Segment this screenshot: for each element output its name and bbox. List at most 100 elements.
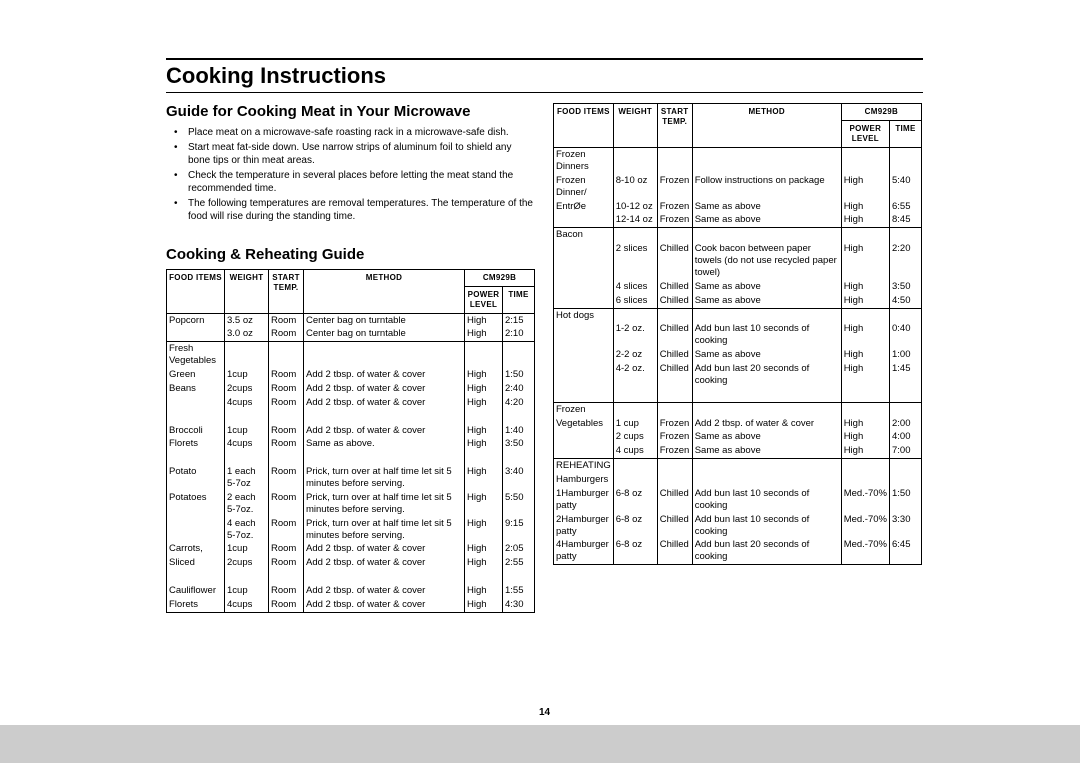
guide-bullet: Check the temperature in several places … [174,169,535,196]
cell-weight: 4-2 oz. [613,362,657,388]
table-row: Beans2cupsRoomAdd 2 tbsp. of water & cov… [167,382,535,396]
cell-temp: Room [269,598,304,612]
cell-power: High [841,348,889,362]
cell-temp: Room [269,327,304,341]
table-row [167,570,535,584]
table-row: 1-2 oz.ChilledAdd bun last 10 seconds of… [554,322,922,348]
cell-method [692,308,841,322]
cell-temp: Chilled [657,348,692,362]
cell-method: Same as above [692,294,841,308]
cell-power [841,228,889,242]
table-row: Fresh Vegetables [167,342,535,368]
cell-weight [613,308,657,322]
cell-time: 1:55 [503,584,535,598]
cell-food: 4Hamburger patty [554,538,614,564]
cell-weight: 12-14 oz [613,213,657,227]
table-row: Potato1 each 5-7ozRoomPrick, turn over a… [167,465,535,491]
cell-power: High [841,294,889,308]
table-row: 2-2 ozChilledSame as aboveHigh1:00 [554,348,922,362]
cell-method [304,342,465,368]
cell-weight: 4 cups [613,444,657,458]
table-row: Sliced2cupsRoomAdd 2 tbsp. of water & co… [167,556,535,570]
table-row: 2Hamburger patty6-8 ozChilledAdd bun las… [554,513,922,539]
table-row: 12-14 ozFrozenSame as aboveHigh8:45 [554,213,922,227]
cell-temp: Chilled [657,362,692,388]
cell-power: Med.-70% [841,487,889,513]
cell-weight: 8-10 oz [613,174,657,200]
cell-food: Popcorn [167,313,225,327]
two-column-content: Guide for Cooking Meat in Your Microwave… [166,103,923,613]
cell-power: High [465,313,503,327]
cell-weight: 1cup [225,424,269,438]
cell-temp: Chilled [657,487,692,513]
table-row: REHEATING [554,459,922,473]
cell-weight: 1cup [225,584,269,598]
table-row: Hamburgers [554,473,922,487]
cell-method [692,473,841,487]
table-row: Bacon [554,228,922,242]
cell-temp: Room [269,542,304,556]
cell-weight: 4 each 5-7oz. [225,517,269,543]
left-column: Guide for Cooking Meat in Your Microwave… [166,103,535,613]
cell-time: 4:00 [890,430,922,444]
cell-weight: 1 cup [613,417,657,431]
cell-weight: 3.5 oz [225,313,269,327]
cell-power: High [841,174,889,200]
cell-time: 1:45 [890,362,922,388]
th-method: METHOD [304,269,465,313]
cell-temp: Chilled [657,538,692,564]
cell-food: 2Hamburger patty [554,513,614,539]
cell-weight [613,402,657,416]
table-row: 2 cupsFrozenSame as aboveHigh4:00 [554,430,922,444]
cell-method: Add 2 tbsp. of water & cover [304,542,465,556]
cell-power: High [465,327,503,341]
cell-food: EntrØe [554,200,614,214]
guide-bullet: Place meat on a microwave-safe roasting … [174,126,535,140]
cell-food: Frozen [554,402,614,416]
cell-method: Cook bacon between paper towels (do not … [692,242,841,280]
cell-temp: Frozen [657,200,692,214]
table-row: Popcorn3.5 ozRoomCenter bag on turntable… [167,313,535,327]
table-row: Frozen Dinner/8-10 ozFrozenFollow instru… [554,174,922,200]
cell-temp: Room [269,437,304,451]
th-temp: START TEMP. [269,269,304,313]
cell-weight [613,228,657,242]
cell-temp: Room [269,382,304,396]
cell-temp [657,402,692,416]
cell-food [554,213,614,227]
cell-time [503,342,535,368]
cell-weight: 4cups [225,437,269,451]
cell-food: Potato [167,465,225,491]
cell-power [841,148,889,174]
cell-temp: Frozen [657,444,692,458]
guide-heading: Guide for Cooking Meat in Your Microwave [166,103,535,120]
cell-weight: 6 slices [613,294,657,308]
cell-time: 6:55 [890,200,922,214]
th-time: TIME [890,121,922,148]
cell-power: Med.-70% [841,538,889,564]
cell-time: 2:20 [890,242,922,280]
table-row: 4Hamburger patty6-8 ozChilledAdd bun las… [554,538,922,564]
table-row [554,388,922,402]
cell-power: High [841,280,889,294]
cell-method: Same as above [692,430,841,444]
cell-method [692,228,841,242]
cell-temp: Chilled [657,294,692,308]
cell-power: High [841,417,889,431]
cell-time: 1:50 [890,487,922,513]
cell-weight: 1cup [225,542,269,556]
cell-power: High [841,200,889,214]
cell-temp: Room [269,424,304,438]
cell-method: Center bag on turntable [304,327,465,341]
cell-food: Beans [167,382,225,396]
title-rule: Cooking Instructions [166,58,923,93]
cell-power: High [465,382,503,396]
table-row: Green1cupRoomAdd 2 tbsp. of water & cove… [167,368,535,382]
cell-time: 7:00 [890,444,922,458]
cell-temp [657,473,692,487]
cell-weight: 6-8 oz [613,538,657,564]
cell-food: Hamburgers [554,473,614,487]
cell-food: Bacon [554,228,614,242]
cell-power: High [465,368,503,382]
cell-weight: 4cups [225,396,269,410]
